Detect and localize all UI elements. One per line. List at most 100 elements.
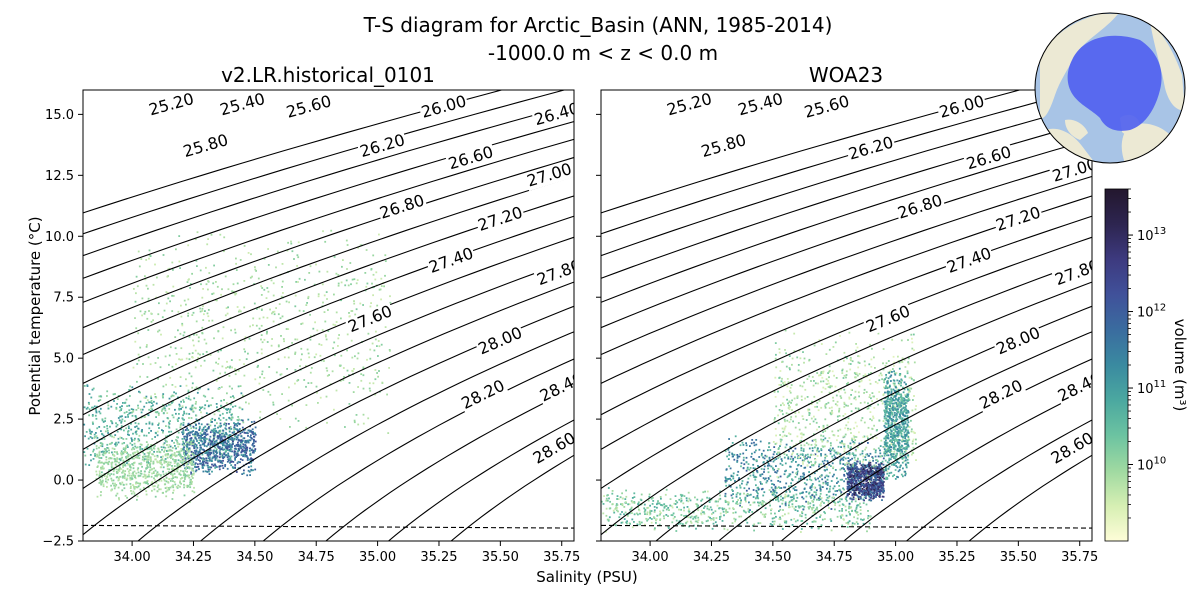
ts-point <box>864 493 866 496</box>
ts-point <box>197 434 200 437</box>
ts-point <box>881 473 883 475</box>
ts-point <box>197 459 200 461</box>
ts-point <box>862 463 865 466</box>
ts-point <box>861 470 863 473</box>
ts-point <box>152 460 155 463</box>
ts-point <box>139 391 141 394</box>
ts-point <box>765 477 767 480</box>
ts-point <box>163 406 166 408</box>
ts-point <box>248 450 251 452</box>
ts-point <box>186 446 189 448</box>
ts-point <box>211 470 213 473</box>
ts-point <box>97 465 99 468</box>
ts-point <box>854 483 857 486</box>
ts-point <box>186 434 189 437</box>
ts-point <box>171 498 174 500</box>
ts-point <box>104 420 106 422</box>
ts-point <box>184 478 186 480</box>
ts-point <box>258 382 261 385</box>
ts-point <box>259 410 262 413</box>
ts-point <box>179 332 182 335</box>
ts-point <box>266 287 269 289</box>
ts-point <box>840 516 842 519</box>
ts-point <box>631 526 634 529</box>
ts-point <box>732 472 735 475</box>
ts-point <box>151 453 154 456</box>
ts-point <box>121 453 124 456</box>
ts-point <box>157 313 160 316</box>
ts-point <box>790 460 793 463</box>
ts-point <box>856 467 859 470</box>
ts-point <box>125 457 128 460</box>
ts-point <box>248 402 250 405</box>
ts-point <box>228 375 231 377</box>
ts-point <box>372 273 375 276</box>
contour-label: 26.80 <box>377 190 426 222</box>
ts-point <box>325 335 327 338</box>
ts-point <box>195 320 198 323</box>
ts-point <box>277 313 280 316</box>
ts-point <box>239 259 242 261</box>
ts-point <box>825 474 828 477</box>
ts-point <box>217 350 220 353</box>
ts-point <box>176 442 179 445</box>
density-contour-28.00 <box>262 358 574 541</box>
ts-point <box>220 447 222 450</box>
ts-point <box>667 507 670 509</box>
ts-point <box>166 462 169 465</box>
ts-point <box>805 491 808 493</box>
ts-point <box>216 455 219 458</box>
ts-point <box>800 447 803 449</box>
ts-point <box>851 498 854 501</box>
ts-point <box>630 506 633 509</box>
ts-point <box>147 475 149 478</box>
ts-point <box>372 254 375 257</box>
ts-point <box>226 411 228 414</box>
ts-point <box>233 422 235 424</box>
ts-point <box>748 501 750 504</box>
ts-point <box>226 445 229 448</box>
ts-point <box>718 498 721 501</box>
ts-point <box>605 507 608 510</box>
ts-point <box>265 332 268 335</box>
ts-point <box>779 475 782 478</box>
ts-point <box>129 442 132 445</box>
ts-point <box>90 459 92 462</box>
contour-label-bg <box>145 90 197 120</box>
ts-point <box>209 424 212 427</box>
ts-point <box>778 523 781 526</box>
ts-point <box>655 519 657 522</box>
ts-point <box>739 453 742 455</box>
ts-point <box>877 488 880 490</box>
ts-point <box>154 495 157 498</box>
ts-point <box>802 450 805 452</box>
ts-point <box>854 509 857 512</box>
ts-point <box>93 442 96 445</box>
ts-point <box>776 453 778 455</box>
ts-point <box>225 445 228 448</box>
ts-point <box>212 429 214 432</box>
ts-point <box>353 300 355 302</box>
ts-point <box>605 530 607 533</box>
ts-point <box>106 447 109 449</box>
ts-point <box>244 443 247 446</box>
ts-point <box>179 477 182 480</box>
ts-point <box>770 508 773 510</box>
ts-point <box>177 329 179 332</box>
ts-point <box>626 522 628 525</box>
ts-point <box>380 277 383 280</box>
ts-point <box>863 472 866 475</box>
ts-point <box>221 446 224 449</box>
ts-point <box>185 357 188 360</box>
ts-point <box>827 475 830 478</box>
ts-point <box>761 473 764 476</box>
ts-point <box>821 478 824 481</box>
ts-point <box>140 430 143 433</box>
ts-point <box>805 495 808 498</box>
ts-point <box>662 509 665 512</box>
ts-point <box>854 466 856 468</box>
ts-point <box>744 498 747 501</box>
contour-label: 27.00 <box>525 159 574 191</box>
ts-point <box>810 486 813 489</box>
